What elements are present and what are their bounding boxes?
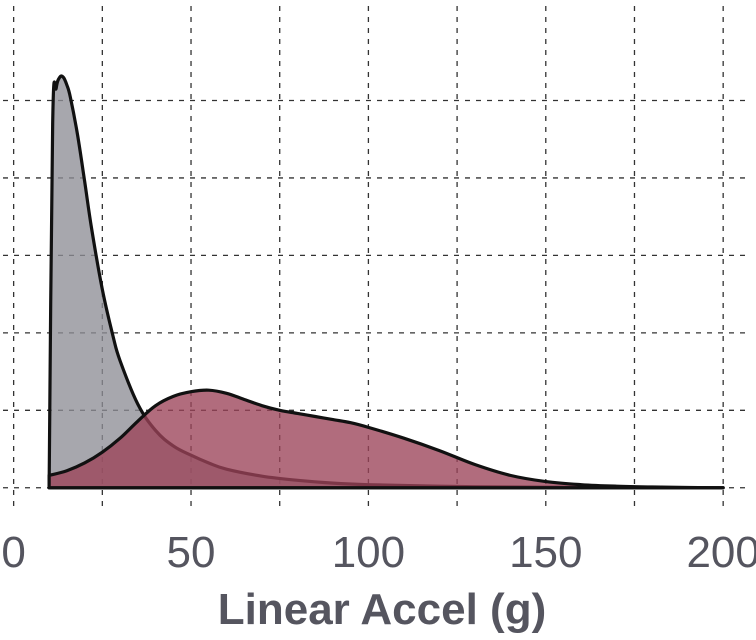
density-area-series-2 [47, 388, 725, 490]
density-areas [47, 74, 725, 490]
x-tick-label: 0 [1, 528, 25, 577]
x-tick-label: 100 [332, 528, 405, 577]
x-tick-label: 50 [167, 528, 216, 577]
x-tick-label: 200 [686, 528, 756, 577]
x-tick-label: 150 [509, 528, 582, 577]
x-axis-title: Linear Accel (g) [218, 585, 546, 634]
x-axis-ticks: 0 50 100 150 200 [1, 528, 756, 577]
